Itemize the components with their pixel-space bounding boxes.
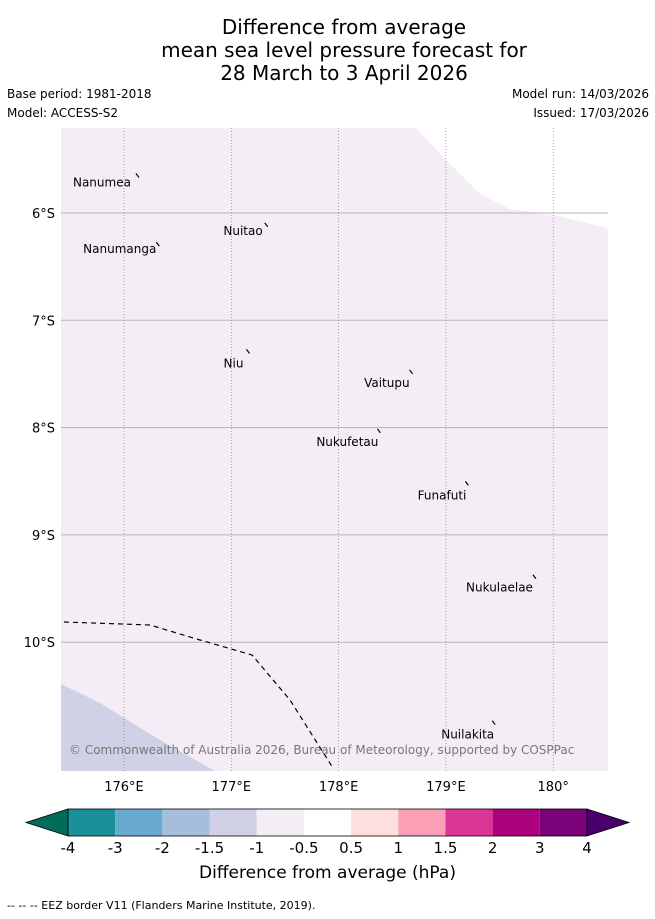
lat-tick-label: 10°S — [24, 636, 55, 651]
island-shape — [491, 720, 496, 726]
lon-tick-label: 179°E — [426, 780, 466, 795]
colorbar-segment — [162, 809, 210, 836]
island-label: Nuitao — [223, 224, 262, 238]
lon-tick-label: 177°E — [212, 780, 252, 795]
colorbar-segment — [445, 809, 493, 836]
colorbar-tick-label: 2 — [487, 839, 498, 857]
colorbar-tick-label: -3 — [107, 839, 123, 857]
colorbar-segment — [539, 809, 587, 836]
upper-white-region — [416, 128, 608, 228]
lower-region — [61, 684, 215, 771]
colorbar-tick-label: 0.5 — [339, 839, 364, 857]
island-shape — [464, 481, 469, 486]
island-label: Nukufetau — [316, 435, 378, 449]
chart-title: Difference from average mean sea level p… — [0, 16, 655, 85]
colorbar-segment — [68, 809, 116, 836]
eez-footnote: -- -- -- EEZ border V11 (Flanders Marine… — [7, 899, 316, 912]
eez-border — [63, 621, 334, 769]
island-shape — [532, 574, 537, 580]
island-label: Niu — [224, 356, 244, 370]
island-shape — [245, 349, 250, 354]
model-run-label: Model run: 14/03/2026 — [511, 87, 649, 101]
island-label: Nukulaelae — [466, 581, 533, 595]
issued-label: Issued: 17/03/2026 — [533, 106, 649, 120]
colorbar-segment — [351, 809, 399, 836]
colorbar-tick-label: -4 — [60, 839, 76, 857]
colorbar-segment — [256, 809, 304, 836]
lon-tick-label: 178°E — [319, 780, 359, 795]
copyright-text: © Commonwealth of Australia 2026, Bureau… — [69, 743, 574, 757]
island-shape — [264, 222, 269, 228]
island-label: Nanumanga — [83, 242, 156, 256]
colorbar-tick-label: 3 — [535, 839, 545, 857]
colorbar-segment — [398, 809, 446, 836]
island-shape — [155, 241, 160, 247]
lat-tick-label: 7°S — [32, 314, 55, 329]
colorbar-tick-label: -1 — [249, 839, 265, 857]
colorbar-tick-label: -2 — [154, 839, 170, 857]
colorbar-tick-label: -0.5 — [289, 839, 319, 857]
colorbar-over-arrow — [586, 808, 631, 837]
colorbar-segment — [115, 809, 163, 836]
colorbar-under-arrow — [24, 808, 69, 837]
lon-tick-label: 176°E — [104, 780, 144, 795]
colorbar-tick-label: 1.5 — [433, 839, 458, 857]
island-shape — [135, 173, 140, 178]
base-period-label: Base period: 1981-2018 — [7, 87, 152, 101]
colorbar-segment — [303, 809, 352, 836]
title-line-1: Difference from average — [221, 15, 467, 39]
model-label: Model: ACCESS-S2 — [7, 106, 119, 120]
island-label: Nanumea — [73, 175, 131, 189]
colorbar-tick-label: 1 — [393, 839, 404, 857]
island-shape — [409, 369, 414, 375]
colorbar-segment — [209, 809, 257, 836]
colorbar-segment — [492, 809, 540, 836]
lat-tick-label: 6°S — [32, 207, 55, 222]
colorbar-title: Difference from average (hPa) — [199, 863, 456, 883]
title-line-3: 28 March to 3 April 2026 — [220, 61, 468, 85]
island-shape — [376, 428, 381, 434]
colorbar-tick-label: -1.5 — [194, 839, 225, 857]
map-background — [61, 128, 608, 771]
lon-tick-label: 180° — [538, 780, 569, 795]
lat-tick-label: 8°S — [32, 422, 55, 437]
colorbar-frame — [67, 808, 588, 837]
lat-tick-label: 9°S — [32, 529, 55, 544]
title-line-2: mean sea level pressure forecast for — [161, 38, 527, 62]
island-label: Funafuti — [418, 488, 467, 502]
colorbar-tick-label: 4 — [582, 839, 592, 857]
island-label: Nuilakita — [441, 728, 494, 742]
island-label: Vaitupu — [364, 376, 410, 390]
